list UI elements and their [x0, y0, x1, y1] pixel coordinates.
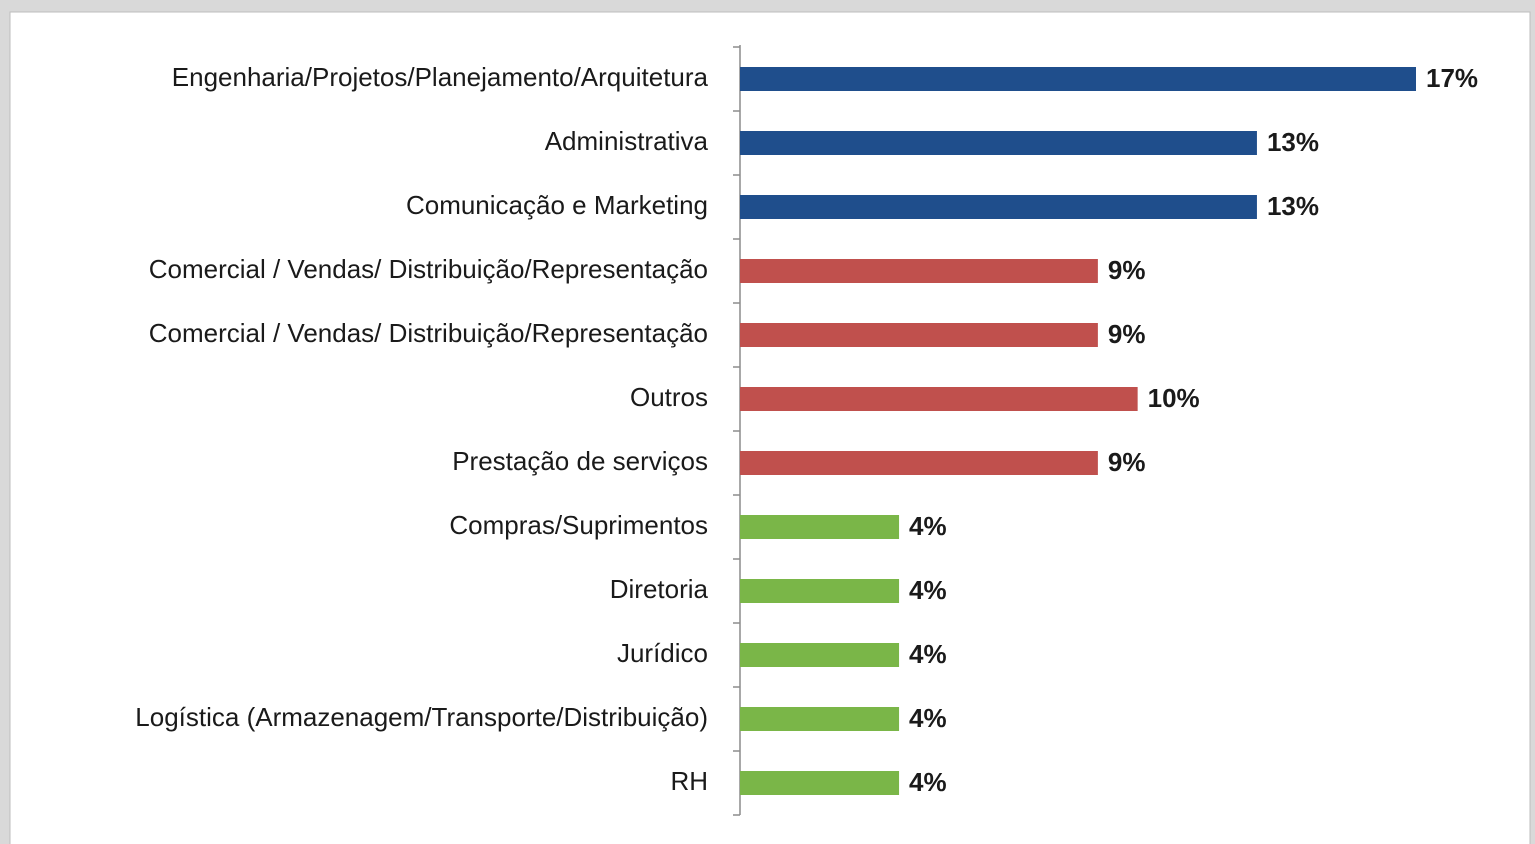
- category-label: Comunicação e Marketing: [406, 190, 708, 220]
- bar: [740, 323, 1098, 347]
- data-label: 17%: [1426, 63, 1478, 93]
- data-label: 9%: [1108, 255, 1146, 285]
- data-label: 13%: [1267, 127, 1319, 157]
- bar: [740, 643, 900, 667]
- category-label: Outros: [630, 382, 708, 412]
- data-label: 9%: [1108, 447, 1146, 477]
- bar: [740, 195, 1257, 219]
- category-label: Jurídico: [617, 638, 708, 668]
- category-label: Diretoria: [610, 574, 709, 604]
- data-label: 9%: [1108, 319, 1146, 349]
- data-label: 13%: [1267, 191, 1319, 221]
- bar: [740, 131, 1257, 155]
- data-label: 4%: [909, 767, 947, 797]
- data-label: 4%: [909, 639, 947, 669]
- bar: [740, 67, 1416, 91]
- category-label: Compras/Suprimentos: [449, 510, 708, 540]
- data-label: 4%: [909, 511, 947, 541]
- category-label: RH: [670, 766, 708, 796]
- bar: [740, 707, 900, 731]
- bar: [740, 579, 900, 603]
- bar: [740, 515, 900, 539]
- category-label: Administrativa: [545, 126, 709, 156]
- data-label: 4%: [909, 703, 947, 733]
- category-label: Comercial / Vendas/ Distribuição/Represe…: [149, 254, 708, 284]
- data-label: 4%: [909, 575, 947, 605]
- data-label: 10%: [1148, 383, 1200, 413]
- bar: [740, 259, 1098, 283]
- bar: [740, 771, 900, 795]
- category-label: Prestação de serviços: [452, 446, 708, 476]
- category-label: Engenharia/Projetos/Planejamento/Arquite…: [172, 62, 709, 92]
- category-label: Comercial / Vendas/ Distribuição/Represe…: [149, 318, 708, 348]
- bar: [740, 451, 1098, 475]
- category-label: Logística (Armazenagem/Transporte/Distri…: [135, 702, 708, 732]
- bar: [740, 387, 1138, 411]
